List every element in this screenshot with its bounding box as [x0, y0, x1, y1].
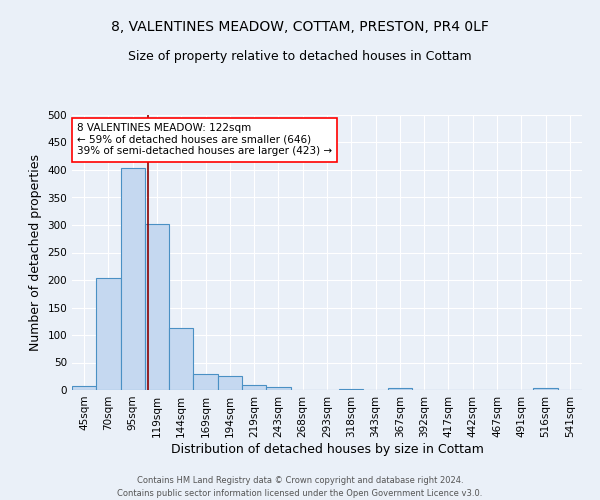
Bar	[242, 385, 266, 390]
Text: Size of property relative to detached houses in Cottam: Size of property relative to detached ho…	[128, 50, 472, 63]
Text: 8 VALENTINES MEADOW: 122sqm
← 59% of detached houses are smaller (646)
39% of se: 8 VALENTINES MEADOW: 122sqm ← 59% of det…	[77, 123, 332, 156]
Bar	[169, 328, 193, 390]
Bar	[121, 168, 145, 390]
X-axis label: Distribution of detached houses by size in Cottam: Distribution of detached houses by size …	[170, 442, 484, 456]
Bar	[218, 376, 242, 390]
Bar	[145, 224, 169, 390]
Bar	[72, 386, 96, 390]
Text: Contains HM Land Registry data © Crown copyright and database right 2024.: Contains HM Land Registry data © Crown c…	[137, 476, 463, 485]
Bar	[339, 389, 364, 390]
Bar	[266, 387, 290, 390]
Bar	[96, 278, 121, 390]
Text: Contains public sector information licensed under the Open Government Licence v3: Contains public sector information licen…	[118, 488, 482, 498]
Y-axis label: Number of detached properties: Number of detached properties	[29, 154, 42, 351]
Bar	[388, 388, 412, 390]
Bar	[193, 374, 218, 390]
Text: 8, VALENTINES MEADOW, COTTAM, PRESTON, PR4 0LF: 8, VALENTINES MEADOW, COTTAM, PRESTON, P…	[111, 20, 489, 34]
Bar	[533, 388, 558, 390]
